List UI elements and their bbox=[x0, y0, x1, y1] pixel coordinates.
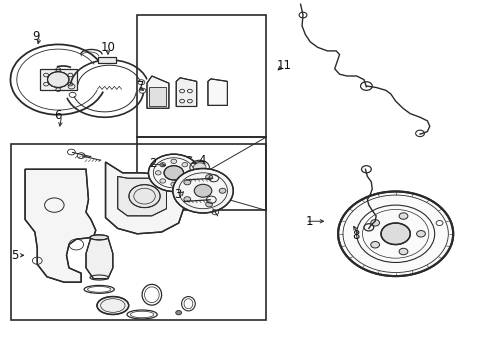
Circle shape bbox=[163, 166, 183, 180]
Circle shape bbox=[205, 202, 212, 207]
Polygon shape bbox=[207, 79, 227, 105]
Circle shape bbox=[160, 163, 165, 167]
Polygon shape bbox=[105, 162, 183, 234]
Bar bbox=[137, 137, 266, 211]
Polygon shape bbox=[86, 237, 113, 279]
Circle shape bbox=[337, 192, 452, 276]
Circle shape bbox=[193, 163, 205, 172]
Circle shape bbox=[182, 163, 187, 167]
Text: 8: 8 bbox=[351, 229, 358, 242]
Bar bbox=[11, 144, 266, 320]
Circle shape bbox=[219, 188, 225, 193]
Circle shape bbox=[129, 185, 160, 208]
Ellipse shape bbox=[97, 297, 128, 315]
Circle shape bbox=[205, 175, 212, 180]
Text: 3: 3 bbox=[173, 188, 181, 201]
Text: 10: 10 bbox=[101, 41, 115, 54]
Circle shape bbox=[398, 213, 407, 219]
Text: 4: 4 bbox=[198, 154, 205, 167]
Bar bbox=[40, 69, 77, 90]
Text: 6: 6 bbox=[54, 109, 61, 122]
Text: 2: 2 bbox=[149, 157, 157, 170]
Circle shape bbox=[416, 230, 425, 237]
Circle shape bbox=[194, 184, 211, 197]
Circle shape bbox=[183, 180, 190, 185]
Text: 1: 1 bbox=[305, 215, 312, 228]
Circle shape bbox=[160, 179, 165, 183]
Bar bbox=[149, 87, 166, 107]
Polygon shape bbox=[25, 169, 96, 282]
Text: 5: 5 bbox=[11, 249, 19, 262]
Circle shape bbox=[182, 179, 187, 183]
Circle shape bbox=[380, 223, 409, 244]
Circle shape bbox=[155, 171, 161, 175]
Ellipse shape bbox=[90, 235, 108, 240]
Circle shape bbox=[47, 72, 69, 87]
Text: 11: 11 bbox=[276, 59, 290, 72]
Circle shape bbox=[370, 220, 379, 226]
Circle shape bbox=[170, 182, 176, 186]
Circle shape bbox=[175, 311, 181, 315]
Bar bbox=[98, 57, 116, 63]
Circle shape bbox=[370, 242, 379, 248]
Bar bbox=[137, 15, 266, 137]
Circle shape bbox=[183, 197, 190, 202]
Polygon shape bbox=[118, 176, 166, 216]
Circle shape bbox=[398, 248, 407, 255]
Circle shape bbox=[170, 159, 176, 163]
Polygon shape bbox=[176, 78, 196, 107]
Circle shape bbox=[148, 154, 199, 192]
Bar bbox=[40, 69, 77, 90]
Text: 7: 7 bbox=[137, 80, 144, 93]
Circle shape bbox=[186, 171, 192, 175]
Bar bbox=[98, 57, 116, 63]
Text: 9: 9 bbox=[32, 30, 40, 43]
Circle shape bbox=[172, 168, 233, 213]
Polygon shape bbox=[147, 76, 168, 108]
